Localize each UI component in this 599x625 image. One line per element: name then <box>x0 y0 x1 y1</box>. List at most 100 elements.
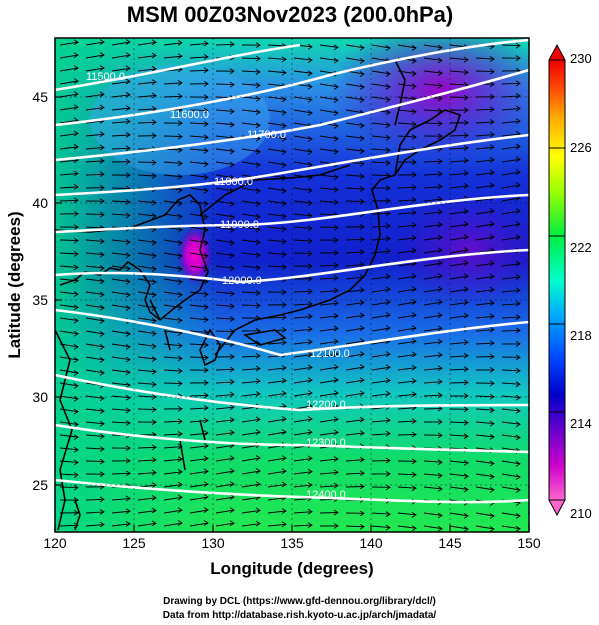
wind-vector <box>501 382 521 385</box>
colorbar-tick-214: 214 <box>570 416 592 431</box>
wind-vector-head <box>281 416 287 422</box>
light-region-north <box>90 65 270 175</box>
wind-vector <box>293 122 313 127</box>
wind-vector-head <box>411 108 417 115</box>
wind-vector-head <box>255 290 261 296</box>
contour-label-11700: 11700.0 <box>247 129 286 141</box>
wind-vector-head <box>333 300 339 307</box>
wind-vector <box>423 381 443 384</box>
wind-vector-head <box>125 394 131 401</box>
contour-11800 <box>55 133 529 197</box>
wind-vector <box>397 224 417 228</box>
wind-vector <box>423 341 443 345</box>
wind-vector-head <box>489 106 495 113</box>
wind-vector-head <box>255 302 261 309</box>
wind-vector <box>475 512 495 517</box>
wind-vector <box>267 44 287 47</box>
wind-vector-head <box>437 352 443 358</box>
x-tick-125: 125 <box>122 535 146 551</box>
wind-vector-head <box>463 132 469 139</box>
wind-vector-head <box>281 327 287 333</box>
contour-label-12300: 12300.0 <box>306 437 346 449</box>
wind-vector <box>449 134 469 137</box>
wind-vector-head <box>411 431 417 438</box>
wind-vector-head <box>307 250 313 257</box>
wind-vector-head <box>203 468 209 475</box>
wind-vector-head <box>333 509 339 516</box>
wind-vector <box>189 187 209 192</box>
contour-label-11600: 11600.0 <box>170 109 209 121</box>
wind-vector <box>449 83 469 86</box>
wind-vector <box>319 226 339 229</box>
cold-region-northeast <box>330 38 529 160</box>
wind-vector-head <box>463 56 469 63</box>
wind-vector <box>163 522 183 527</box>
wind-vector-head <box>489 234 495 240</box>
wind-vector <box>137 265 157 270</box>
wind-vector <box>163 200 183 204</box>
wind-vector <box>371 301 391 306</box>
wind-vector <box>423 160 443 163</box>
wind-vector-head <box>463 486 469 493</box>
wind-vector-head <box>281 508 287 514</box>
wind-vector <box>293 316 313 319</box>
wind-vector-head <box>542 209 546 214</box>
wind-vector <box>527 239 529 241</box>
wind-vector <box>85 173 105 176</box>
wind-vector <box>189 265 209 270</box>
wind-vector-head <box>151 213 157 219</box>
wind-vector-head <box>385 351 391 357</box>
wind-vector-head <box>333 249 339 256</box>
wind-vector <box>215 496 235 501</box>
wind-vector <box>527 486 529 488</box>
wind-vector-head <box>151 330 157 337</box>
wind-vector <box>371 148 391 151</box>
wind-vector-head <box>385 210 391 217</box>
wind-vector <box>449 460 469 464</box>
wind-vector <box>345 432 365 436</box>
wind-vector <box>371 276 391 280</box>
wind-vector-head <box>229 366 235 373</box>
wind-vector-head <box>73 434 79 440</box>
wind-vector-head <box>203 316 209 323</box>
contour-label-12100: 12100.0 <box>310 348 350 360</box>
wind-vector-head <box>385 299 391 306</box>
wind-vector-head <box>151 119 157 126</box>
wind-vector <box>397 262 417 267</box>
wind-vector <box>527 278 529 280</box>
wind-vector <box>293 303 313 306</box>
wind-vector <box>137 330 157 335</box>
wind-vector <box>475 159 495 163</box>
wind-vector-head <box>333 110 339 116</box>
wind-vector-head <box>489 119 495 125</box>
wind-vector <box>475 134 495 137</box>
wind-vector-head <box>73 224 79 231</box>
wind-vector-head <box>463 234 469 240</box>
wind-vector <box>267 316 287 319</box>
wind-vector-head <box>99 304 105 311</box>
wind-vector-head <box>515 260 521 267</box>
wind-vector <box>397 237 417 241</box>
wind-vector <box>501 133 521 137</box>
wind-vector-head <box>125 445 131 452</box>
wind-vector <box>527 174 529 176</box>
wind-vector <box>475 329 495 332</box>
wind-vector-head <box>281 521 287 528</box>
wind-vector <box>527 343 529 345</box>
wind-vector <box>501 223 521 228</box>
wind-vector-head <box>281 96 287 103</box>
wind-vector-head <box>151 173 157 179</box>
wind-vector <box>241 496 261 501</box>
wind-vector <box>111 265 131 270</box>
wind-vector <box>527 187 529 189</box>
wind-vector-head <box>411 273 417 280</box>
wind-vector-head <box>333 325 339 332</box>
wind-vector <box>397 186 417 189</box>
wind-vector-head <box>463 157 469 164</box>
wind-vector-head <box>73 91 79 97</box>
wind-vector <box>59 173 79 176</box>
wind-vector <box>319 96 339 101</box>
wind-vector <box>241 393 261 397</box>
wind-vector-head <box>515 169 521 176</box>
wind-vector <box>293 187 313 191</box>
